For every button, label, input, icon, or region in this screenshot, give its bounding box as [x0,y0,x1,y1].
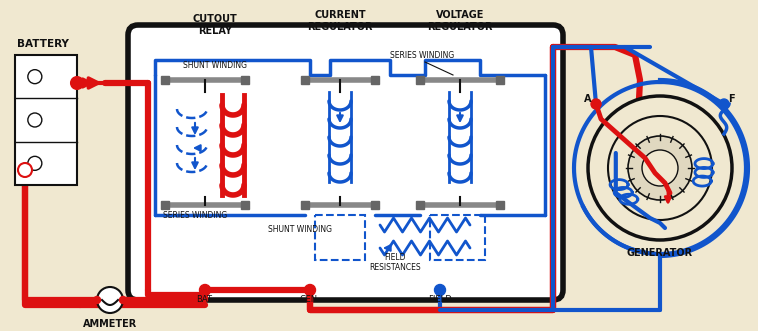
Circle shape [434,285,446,296]
Circle shape [305,285,315,296]
Circle shape [93,297,101,304]
Bar [15,55,77,185]
Circle shape [18,163,32,177]
Circle shape [28,113,42,127]
Text: GENERATOR: GENERATOR [627,248,693,258]
Bar [496,201,504,209]
Text: SHUNT WINDING: SHUNT WINDING [183,61,247,70]
Circle shape [199,285,211,296]
Circle shape [97,287,123,313]
Text: GEN.: GEN. [299,295,321,304]
Bar [371,201,379,209]
Text: SERIES WINDING: SERIES WINDING [390,51,454,60]
Text: FIELD: FIELD [428,295,452,304]
Bar [430,215,485,260]
Circle shape [28,70,42,84]
Text: SERIES WINDING: SERIES WINDING [163,211,227,220]
Circle shape [628,136,692,200]
Text: CURRENT
REGULATOR: CURRENT REGULATOR [307,10,373,31]
Circle shape [591,99,601,109]
Text: CUTOUT
RELAY: CUTOUT RELAY [193,14,237,36]
Bar [241,76,249,84]
Bar [371,76,379,84]
Text: BAT.: BAT. [196,295,214,304]
Circle shape [120,297,127,304]
Bar [496,76,504,84]
Bar [241,201,249,209]
Text: VOLTAGE
REGULATOR: VOLTAGE REGULATOR [428,10,493,31]
Bar [301,76,309,84]
Text: BATTERY: BATTERY [17,39,69,49]
Circle shape [588,96,732,240]
Circle shape [28,156,42,170]
Bar [161,201,169,209]
Bar [301,201,309,209]
Text: F: F [728,94,735,104]
Bar [315,215,365,260]
Circle shape [642,150,678,186]
Text: A: A [584,94,591,104]
Circle shape [71,77,83,89]
Bar [161,76,169,84]
Text: AMMETER: AMMETER [83,319,137,329]
Circle shape [719,99,729,109]
Text: FIELD
RESISTANCES: FIELD RESISTANCES [369,253,421,272]
FancyBboxPatch shape [128,25,563,300]
Bar [416,201,424,209]
Bar [416,76,424,84]
Text: SHUNT WINDING: SHUNT WINDING [268,225,332,234]
